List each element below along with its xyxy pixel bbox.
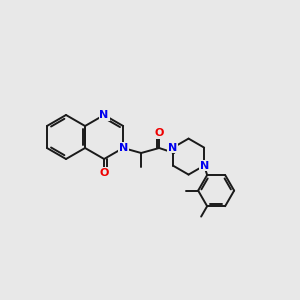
Text: O: O <box>154 128 164 138</box>
Text: N: N <box>118 143 128 153</box>
Text: N: N <box>168 142 178 153</box>
Text: N: N <box>200 160 209 171</box>
Text: O: O <box>99 168 109 178</box>
Text: N: N <box>100 110 109 120</box>
